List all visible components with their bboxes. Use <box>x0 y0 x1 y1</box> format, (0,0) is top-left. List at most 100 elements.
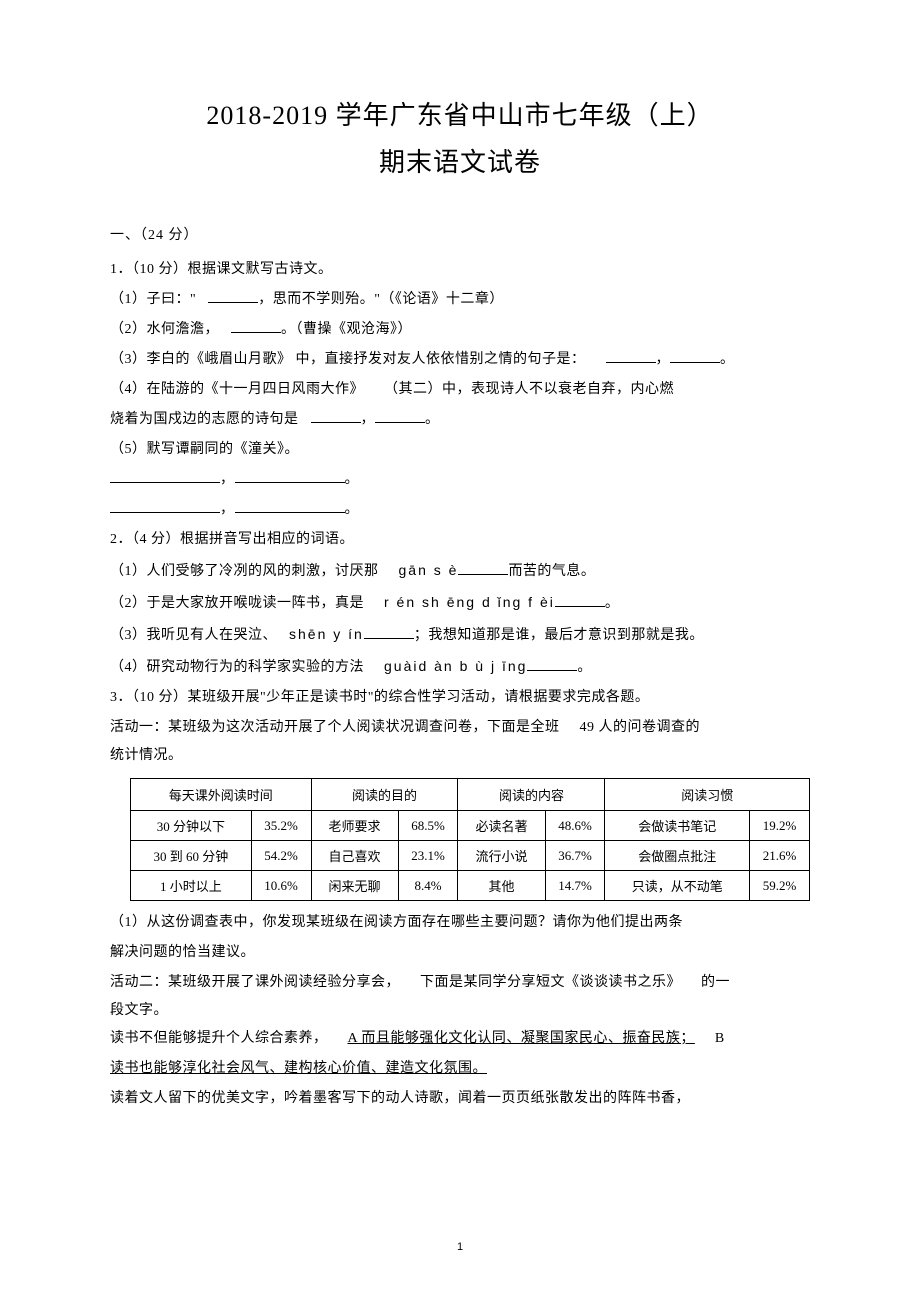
cell: 36.7% <box>545 841 605 871</box>
q3-para-line2: 读书也能够淳化社会风气、建构核心价值、建造文化氛围。 <box>110 1055 810 1083</box>
cell: 48.6% <box>545 811 605 841</box>
underline-a: A 而且能够强化文化认同、凝聚国家民心、振奋民族； <box>348 1031 695 1046</box>
pinyin: r én sh ēng d ǐng f èi <box>384 594 555 610</box>
q1-s2: （2）水何澹澹，。（曹操《观沧海》） <box>110 316 810 344</box>
act2-c: 的一 <box>701 975 730 990</box>
blank <box>110 499 220 513</box>
cell: 68.5% <box>398 811 458 841</box>
q2-s4-a: （4）研究动物行为的科学家实验的方法 <box>110 660 364 675</box>
q3-act2-line1: 活动二：某班级开展了课外阅读经验分享会， 下面是某同学分享短文《谈谈读书之乐》 的一 <box>110 969 810 997</box>
cell: 其他 <box>458 871 545 901</box>
blank <box>527 657 577 671</box>
cell: 10.6% <box>251 871 311 901</box>
q1-s4-line1: （4）在陆游的《十一月四日风雨大作》 （其二）中，表现诗人不以衰老自弃，内心燃 <box>110 376 810 404</box>
cell: 8.4% <box>398 871 458 901</box>
blank <box>375 409 425 423</box>
blank <box>458 561 508 575</box>
table-row: 30 分钟以下 35.2% 老师要求 68.5% 必读名著 48.6% 会做读书… <box>131 811 810 841</box>
cell: 会做读书笔记 <box>605 811 750 841</box>
table-row: 30 到 60 分钟 54.2% 自己喜欢 23.1% 流行小说 36.7% 会… <box>131 841 810 871</box>
cell: 54.2% <box>251 841 311 871</box>
end: 。 <box>345 472 360 487</box>
q1-s4-b: （其二）中，表现诗人不以衰老自弃，内心燃 <box>384 382 674 397</box>
underline-b: 读书也能够淳化社会风气、建构核心价值、建造文化氛围。 <box>110 1061 487 1076</box>
para-a: 读书不但能够提升个人综合素养， <box>110 1031 328 1046</box>
q2-s4: （4）研究动物行为的科学家实验的方法 guàid àn b ù j īng 。 <box>110 652 810 682</box>
cell: 必读名著 <box>458 811 545 841</box>
q2-s3-a: （3）我听见有人在哭泣、 <box>110 628 277 643</box>
q2-s1: （1）人们受够了冷冽的风的刺激，讨厌那 gān s è 而苦的气息。 <box>110 556 810 586</box>
pinyin: shēn y ín <box>289 626 364 642</box>
q2-s3: （3）我听见有人在哭泣、 shēn y ín ；我想知道那是谁，最后才意识到那就是我… <box>110 620 810 650</box>
q1-s4-d: ， <box>361 412 376 427</box>
act2-b: 下面是某同学分享短文《谈谈读书之乐》 <box>420 975 681 990</box>
title-line1: 2018-2019 学年广东省中山市七年级（上） <box>110 95 810 132</box>
q1-s1-b: ，思而不学则殆。"（《论语》十二章） <box>258 292 504 307</box>
table-header-row: 每天课外阅读时间 阅读的目的 阅读的内容 阅读习惯 <box>131 779 810 811</box>
cell: 流行小说 <box>458 841 545 871</box>
q3-para-line1: 读书不但能够提升个人综合素养， A 而且能够强化文化认同、凝聚国家民心、振奋民族；… <box>110 1025 810 1053</box>
q2-s1-a: （1）人们受够了冷冽的风的刺激，讨厌那 <box>110 564 379 579</box>
q2-s2-a: （2）于是大家放开喉咙读一阵书，真是 <box>110 596 364 611</box>
q3-s1-a: （1）从这份调查表中，你发现某班级在阅读方面存在哪些主要问题？请你为他们提出两条 <box>110 909 810 937</box>
th-purpose: 阅读的目的 <box>311 779 458 811</box>
blank <box>555 593 605 607</box>
q1-s5-blanks2: ，。 <box>110 496 810 524</box>
q2-s3-b: ；我想知道那是谁，最后才意识到那就是我。 <box>414 628 704 643</box>
section-header: 一、（24 分） <box>110 224 810 244</box>
q1-s3-a: （3）李白的《峨眉山月歌》 中，直接抒发对友人依依惜别之情的句子是： <box>110 352 586 367</box>
cell: 30 分钟以下 <box>131 811 252 841</box>
q3-act1-c: 统计情况。 <box>110 742 810 770</box>
q1-s4-c: 烧着为国戍边的志愿的诗句是 <box>110 412 299 427</box>
cell: 老师要求 <box>311 811 398 841</box>
table-row: 1 小时以上 10.6% 闲来无聊 8.4% 其他 14.7% 只读，从不动笔 … <box>131 871 810 901</box>
q1-s4-a: （4）在陆游的《十一月四日风雨大作》 <box>110 382 364 397</box>
act2-a: 活动二：某班级开展了课外阅读经验分享会， <box>110 975 400 990</box>
blank <box>606 349 656 363</box>
cell: 自己喜欢 <box>311 841 398 871</box>
cell: 14.7% <box>545 871 605 901</box>
q1-s4-e: 。 <box>425 412 440 427</box>
q1-s3: （3）李白的《峨眉山月歌》 中，直接抒发对友人依依惜别之情的句子是： ， 。 <box>110 346 810 374</box>
sep: ， <box>220 472 235 487</box>
q3-act1: 活动一：某班级为这次活动开展了个人阅读状况调查问卷，下面是全班49 人的问卷调查… <box>110 714 810 742</box>
title-line2: 期末语文试卷 <box>110 142 810 179</box>
cell: 19.2% <box>750 811 810 841</box>
pinyin: guàid àn b ù j īng <box>384 658 527 674</box>
q3-s1-b: 解决问题的恰当建议。 <box>110 939 810 967</box>
end: 。 <box>345 502 360 517</box>
sep: ， <box>220 502 235 517</box>
cell: 会做圈点批注 <box>605 841 750 871</box>
q3-stem: 3．（10 分）某班级开展"少年正是读书时"的综合性学习活动，请根据要求完成各题… <box>110 684 810 712</box>
blank <box>231 319 281 333</box>
blank <box>235 499 345 513</box>
q2-s4-b: 。 <box>577 660 592 675</box>
q1-s2-b: 。（曹操《观沧海》） <box>281 322 412 337</box>
q2-s2: （2）于是大家放开喉咙读一阵书，真是 r én sh ēng d ǐng f èi… <box>110 588 810 618</box>
q1-s5-blanks1: ，。 <box>110 466 810 494</box>
page-number: 1 <box>457 1241 463 1253</box>
q1-s1-a: （1）子曰：" <box>110 292 196 307</box>
q1-stem: 1．（10 分）根据课文默写古诗文。 <box>110 256 810 284</box>
blank <box>110 469 220 483</box>
q1-s4-line2: 烧着为国戍边的志愿的诗句是 ， 。 <box>110 406 810 434</box>
cell: 23.1% <box>398 841 458 871</box>
blank <box>670 349 720 363</box>
q2-s1-b: 而苦的气息。 <box>508 564 595 579</box>
q1-s3-c: 。 <box>720 352 735 367</box>
q2-stem: 2．（4 分）根据拼音写出相应的词语。 <box>110 526 810 554</box>
cell: 35.2% <box>251 811 311 841</box>
cell: 30 到 60 分钟 <box>131 841 252 871</box>
cell: 1 小时以上 <box>131 871 252 901</box>
pinyin: gān s è <box>399 562 459 578</box>
q1-s5: （5）默写谭嗣同的《潼关》。 <box>110 436 810 464</box>
survey-table: 每天课外阅读时间 阅读的目的 阅读的内容 阅读习惯 30 分钟以下 35.2% … <box>130 778 810 901</box>
blank <box>208 289 258 303</box>
q1-s1: （1）子曰：" ，思而不学则殆。"（《论语》十二章） <box>110 286 810 314</box>
th-content: 阅读的内容 <box>458 779 605 811</box>
th-habit: 阅读习惯 <box>605 779 810 811</box>
cell: 只读，从不动笔 <box>605 871 750 901</box>
q1-s3-b: ， <box>656 352 671 367</box>
th-time: 每天课外阅读时间 <box>131 779 312 811</box>
q3-act1-a: 活动一：某班级为这次活动开展了个人阅读状况调查问卷，下面是全班 <box>110 720 560 735</box>
